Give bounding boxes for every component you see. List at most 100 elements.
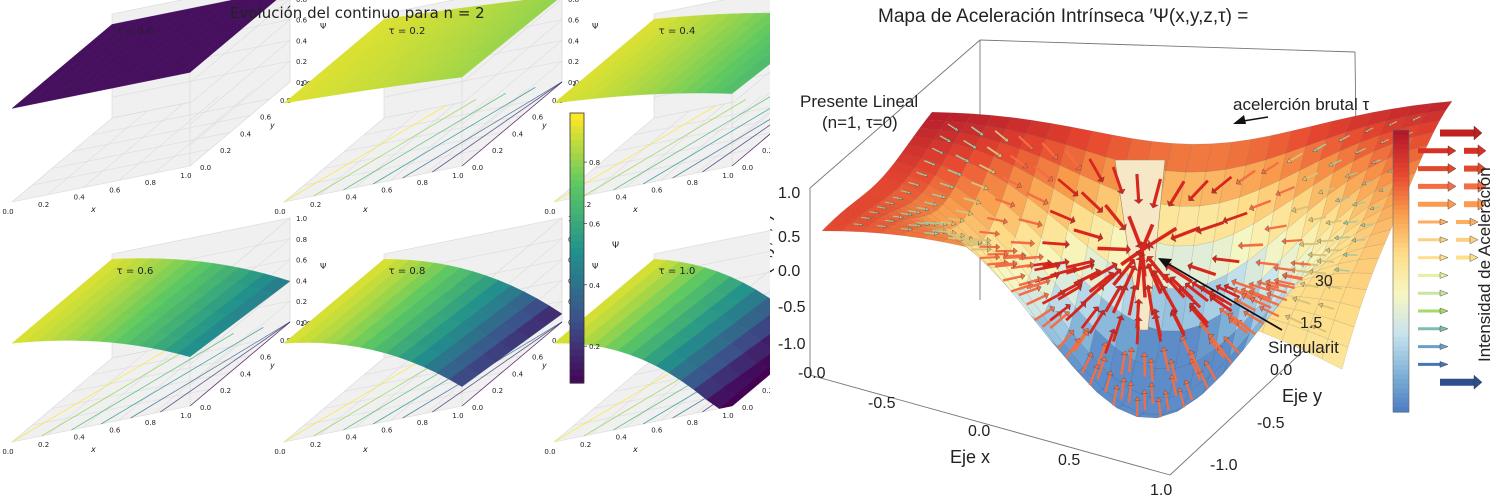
- legend-arrowhead: [1440, 290, 1448, 296]
- colorbar-segment: [1393, 257, 1409, 262]
- colorbar-segment: [570, 214, 584, 221]
- colorbar-segment: [570, 302, 584, 309]
- quiver-arrow: [1286, 240, 1303, 241]
- quiver-arrow: [1152, 387, 1153, 404]
- colorbar-segment: [1393, 168, 1409, 173]
- x-tick-label: 1.0: [452, 412, 463, 420]
- legend-arrowhead: [1448, 181, 1456, 191]
- colorbar-segment: [570, 268, 584, 275]
- x-tick-label: 0.8: [417, 179, 428, 187]
- x-tick-label: 1.0: [180, 172, 191, 180]
- z-axis-label: Ψ: [320, 22, 326, 31]
- surface-panel: τ = 0.20.00.20.40.60.81.0x0.00.20.40.60.…: [274, 0, 598, 216]
- colorbar-segment: [570, 289, 584, 296]
- colorbar-segment: [1393, 163, 1409, 168]
- y-axis-label: y: [269, 121, 275, 130]
- y-tick-label: 0.2: [220, 387, 231, 395]
- colorbar-segment: [570, 187, 584, 194]
- colorbar-segment: [570, 181, 584, 188]
- x-tick-label: 0.2: [580, 441, 591, 449]
- z-tick-label: 0.4: [296, 37, 308, 45]
- colorbar-segment: [570, 316, 584, 323]
- y-tick-label: 0.4: [240, 130, 252, 138]
- z-axis-label: Valor Ψ(x,y,z,τ): [770, 215, 774, 336]
- x-tick-label: 0.8: [145, 419, 156, 427]
- quiver-arrow: [1338, 270, 1350, 271]
- y-tick-label: 0.2: [492, 147, 503, 155]
- colorbar-segment: [1393, 186, 1409, 191]
- quiver-arrow: [1129, 385, 1131, 402]
- quiver-arrow: [1003, 257, 1022, 258]
- legend-arrowhead: [1474, 126, 1482, 140]
- colorbar-segment: [1393, 215, 1409, 220]
- x-tick-label: 0.2: [38, 441, 49, 449]
- y-tick-label: -0.5: [1257, 415, 1285, 432]
- colorbar-segment: [1393, 248, 1409, 253]
- colorbar-segment: [1393, 327, 1409, 332]
- legend-label: Intensidad de Aceleración: [1475, 167, 1494, 362]
- colorbar-segment: [570, 329, 584, 336]
- colorbar-segment: [1393, 238, 1409, 243]
- quiver-arrow: [854, 224, 860, 225]
- colorbar-segment: [1393, 271, 1409, 276]
- quiver-arrow: [877, 226, 883, 227]
- quiver-arrow: [964, 241, 979, 242]
- y-tick-label: 0.0: [742, 164, 753, 172]
- colorbar-segment: [1393, 374, 1409, 379]
- z-tick-label: 0.6: [296, 257, 308, 265]
- colorbar-segment: [1393, 219, 1409, 224]
- z-tick-label: 0.6: [568, 17, 580, 25]
- colorbar-segment: [1393, 309, 1409, 314]
- z-tick-label: -1.0: [778, 336, 806, 353]
- z-tick-label: 0.2: [296, 58, 307, 66]
- colorbar-segment: [1393, 342, 1409, 347]
- x-tick-label: -0.0: [798, 365, 826, 382]
- z-axis-label: Ψ: [592, 262, 598, 271]
- x-tick-label: 0.0: [274, 448, 285, 456]
- quiver-arrow: [1011, 242, 1031, 243]
- panel-title: τ = 0.6: [117, 266, 154, 277]
- y-tick-label: 0.4: [512, 130, 524, 138]
- y-tick-label: 0.4: [512, 370, 524, 378]
- right-title: Mapa de Aceleración Intrínseca ′Ψ(x,y,z,…: [878, 6, 1248, 28]
- x-tick-label: 1.0: [722, 412, 733, 420]
- y-tick-label: 0.4: [240, 370, 252, 378]
- z-tick-label: 0.8: [568, 0, 579, 4]
- x-axis-label: x: [632, 445, 638, 454]
- colorbar-segment: [1393, 233, 1409, 238]
- colorbar-segment: [570, 147, 584, 154]
- x-tick-label: 1.0: [180, 412, 191, 420]
- z-tick-label: 0.2: [296, 298, 307, 306]
- x-tick-label: -0.5: [868, 395, 896, 412]
- annotation-singularity: Singularit: [1268, 338, 1339, 357]
- colorbar-segment: [570, 255, 584, 262]
- legend-arrowhead: [1448, 146, 1456, 156]
- colorbar-segment: [570, 228, 584, 235]
- x-axis-label: Eje x: [950, 447, 990, 467]
- y-tick-label: 0.2: [492, 387, 503, 395]
- colorbar-segment: [570, 174, 584, 181]
- quiver-arrow: [1151, 362, 1153, 382]
- quiver-arrow: [940, 231, 952, 232]
- quiver-arrow: [1321, 240, 1334, 241]
- panel-title: τ = 0.0: [117, 26, 154, 37]
- colorbar-segment: [570, 356, 584, 363]
- x-tick-label: 0.2: [38, 201, 49, 209]
- legend-arrowhead: [1474, 375, 1482, 389]
- colorbar-segment: [570, 127, 584, 134]
- x-tick-label: 0.6: [381, 186, 393, 194]
- x-tick-label: 0.0: [544, 448, 555, 456]
- colorbar-segment: [1393, 196, 1409, 201]
- legend-arrowhead: [1440, 219, 1448, 225]
- colorbar-segment: [1393, 276, 1409, 281]
- colorbar-segment: [1393, 262, 1409, 267]
- legend-arrowhead: [1448, 199, 1456, 209]
- colorbar-segment: [1393, 384, 1409, 389]
- surface-panel: τ = 0.00.00.20.40.60.81.0x0.00.20.40.60.…: [2, 0, 326, 216]
- x-tick-label: 0.5: [1058, 452, 1080, 469]
- legend-arrowhead: [1440, 308, 1448, 314]
- quiver-arrow: [901, 229, 909, 230]
- x-tick-label: 0.4: [616, 434, 628, 442]
- x-axis-label: x: [362, 445, 368, 454]
